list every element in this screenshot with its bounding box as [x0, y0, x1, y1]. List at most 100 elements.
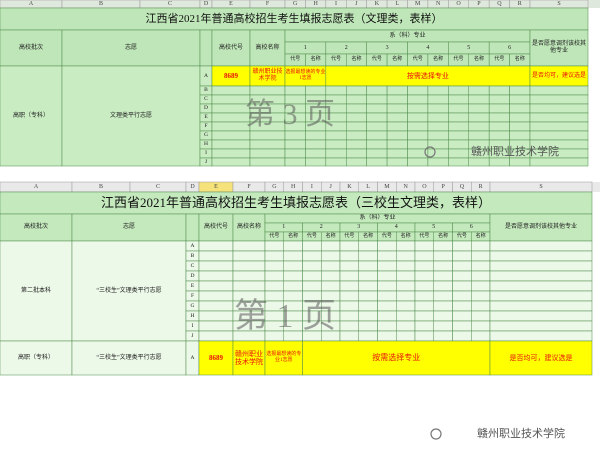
row-letter: F: [204, 123, 207, 129]
row-letter: H: [190, 312, 195, 319]
entry-code: 8689: [224, 71, 238, 80]
column-letter: E: [214, 183, 218, 190]
column-letter: L: [395, 0, 400, 7]
cell: [198, 240, 234, 252]
batch-label: 第二批本科: [20, 287, 51, 294]
cell: [283, 260, 303, 272]
major-name-label: 名称: [400, 233, 411, 239]
header-batch: 高校批次: [24, 224, 48, 230]
header-batch: 高校批次: [18, 44, 43, 51]
cell: [198, 280, 234, 292]
major-number: 5: [432, 224, 436, 231]
cell: [264, 260, 284, 272]
cell: [198, 270, 234, 282]
cell: [427, 85, 449, 96]
cell: [489, 290, 593, 302]
cell: [386, 148, 408, 159]
cell: [283, 240, 303, 252]
header-adjust: 是否愿意调剂该校其他专业: [504, 224, 577, 231]
cell: [302, 250, 322, 262]
cell: [529, 121, 589, 132]
logo-icon: [430, 428, 442, 440]
row-letter: A: [190, 242, 195, 249]
sheet-title: 江西省2021年普通高校招生考生填报志愿表（三校生文理类，表样）: [101, 195, 491, 210]
column-letter: C: [167, 0, 172, 7]
major-code-label: 代号: [453, 57, 464, 63]
header-volunteer: 志愿: [122, 224, 135, 231]
column-letter: C: [167, 0, 172, 7]
column-letter: B: [98, 0, 103, 7]
cell: [232, 213, 266, 242]
major-code-label: 代号: [269, 234, 279, 239]
cell: [471, 240, 491, 252]
cell: [346, 157, 367, 167]
column-letter: O: [456, 1, 460, 7]
cell: [284, 139, 306, 150]
major-code-label: 代号: [419, 233, 430, 239]
cell: [386, 139, 408, 150]
cell: [386, 103, 408, 114]
cell: [198, 340, 234, 376]
cell: [529, 157, 589, 167]
cell: [321, 260, 341, 272]
column-letter: D: [190, 183, 195, 190]
column-letter: P: [477, 1, 480, 7]
major-name-label: 名称: [474, 57, 484, 62]
row-letter: B: [204, 87, 208, 94]
entry-adjust: 是否均可，建议选是: [510, 354, 573, 362]
major-code-label: 代号: [306, 233, 317, 239]
column-letter: L: [395, 0, 400, 7]
major-number: 3: [357, 224, 361, 231]
row-letter: C: [204, 96, 208, 103]
column-letter: D: [204, 1, 208, 7]
entry-majors: 按需选择专业: [406, 71, 449, 80]
entry-major1: 选报最想读的专业1志愿: [266, 352, 301, 363]
cell: [529, 103, 589, 114]
column-letter: Q: [497, 0, 502, 7]
entry-majors: 按需选择专业: [406, 71, 449, 80]
volunteer-label: “三校生”文理类平行志愿: [96, 354, 162, 361]
column-letter: K: [375, 1, 379, 7]
major-number: 1: [282, 224, 285, 230]
major-number: 2: [345, 45, 348, 51]
cell: [407, 139, 429, 150]
column-letter: H: [313, 1, 317, 7]
cell: [358, 250, 378, 262]
sheet-title: 江西省2021年普通高校招生考生填报志愿表（文理类，表样）: [146, 13, 443, 25]
cell: [377, 260, 397, 272]
column-letter: B: [98, 0, 103, 7]
cell: [509, 130, 531, 141]
cell: [366, 148, 388, 159]
logo-text: 赣州职业技术学院: [477, 427, 565, 440]
cell: [264, 340, 303, 376]
column-letter: D: [190, 183, 195, 190]
row-letter: I: [205, 150, 207, 156]
entry-code: 8689: [224, 71, 238, 80]
column-letter: G: [272, 184, 276, 190]
cell: [386, 121, 408, 132]
cell: [452, 310, 472, 322]
cell: [414, 280, 434, 292]
row-letter: J: [191, 332, 194, 339]
major-name-label: 名称: [433, 57, 444, 63]
column-letter: B: [99, 184, 103, 190]
cell: [396, 300, 416, 312]
major-code-label: 代号: [306, 233, 317, 239]
cell: [264, 240, 284, 252]
header-school: 高校名称: [255, 44, 280, 51]
cell: [509, 94, 531, 105]
watermark: 第 3 页: [245, 97, 335, 131]
header-adjust: 是否愿意调剂该校其他专业: [532, 41, 586, 54]
cell: [377, 320, 397, 332]
cell: [377, 240, 397, 252]
cell: [488, 103, 510, 114]
major-code-label: 代号: [372, 57, 382, 62]
cell: [321, 280, 341, 292]
cell: [264, 270, 284, 282]
cell: [414, 330, 434, 342]
header-majors: 系（科）专业: [389, 32, 426, 39]
cell: [427, 103, 449, 114]
watermark: 第 3 页: [245, 97, 335, 131]
column-letter: F: [247, 184, 250, 190]
cell: [358, 280, 378, 292]
